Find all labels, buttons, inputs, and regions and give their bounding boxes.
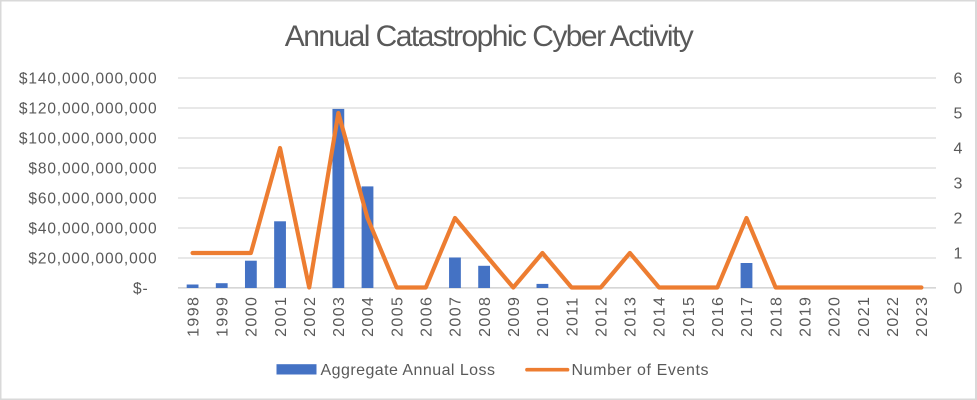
svg-text:2005: 2005 [389, 296, 406, 337]
svg-text:$100,000,000,000: $100,000,000,000 [19, 130, 158, 147]
svg-text:2004: 2004 [360, 296, 377, 337]
svg-text:2013: 2013 [623, 296, 640, 337]
svg-text:4: 4 [954, 141, 963, 158]
svg-text:Aggregate Annual Loss: Aggregate Annual Loss [321, 362, 496, 379]
svg-text:Number of Events: Number of Events [572, 362, 710, 379]
svg-text:2017: 2017 [739, 296, 756, 337]
svg-text:2021: 2021 [856, 296, 873, 337]
svg-text:3: 3 [954, 176, 963, 193]
svg-text:2008: 2008 [477, 296, 494, 337]
svg-text:2000: 2000 [244, 296, 261, 337]
svg-text:$120,000,000,000: $120,000,000,000 [19, 100, 158, 117]
svg-text:$60,000,000,000: $60,000,000,000 [28, 190, 157, 207]
svg-text:$-: $- [133, 280, 148, 297]
svg-text:2023: 2023 [914, 296, 931, 337]
svg-text:Annual Catastrophic Cyber Acti: Annual Catastrophic Cyber Activity [285, 20, 694, 53]
svg-text:2018: 2018 [768, 296, 785, 337]
svg-text:2001: 2001 [273, 296, 290, 337]
svg-text:2002: 2002 [302, 296, 319, 337]
svg-text:$140,000,000,000: $140,000,000,000 [19, 70, 158, 87]
svg-text:2009: 2009 [506, 296, 523, 337]
svg-text:2012: 2012 [593, 296, 610, 337]
svg-text:1999: 1999 [215, 296, 232, 337]
svg-text:2020: 2020 [827, 296, 844, 337]
svg-text:2014: 2014 [652, 296, 669, 337]
svg-text:6: 6 [954, 71, 963, 88]
svg-text:5: 5 [954, 106, 963, 123]
svg-text:1: 1 [954, 246, 963, 263]
svg-text:2019: 2019 [798, 296, 815, 337]
svg-text:2007: 2007 [448, 296, 465, 337]
svg-text:1998: 1998 [185, 296, 202, 337]
svg-text:2003: 2003 [331, 296, 348, 337]
svg-text:2011: 2011 [564, 296, 581, 336]
svg-text:2016: 2016 [710, 296, 727, 337]
svg-text:2: 2 [954, 211, 963, 228]
svg-text:$80,000,000,000: $80,000,000,000 [28, 160, 157, 177]
svg-text:$20,000,000,000: $20,000,000,000 [28, 250, 157, 267]
svg-text:2010: 2010 [535, 296, 552, 337]
svg-text:$40,000,000,000: $40,000,000,000 [28, 220, 157, 237]
svg-text:2006: 2006 [419, 296, 436, 337]
svg-text:0: 0 [954, 281, 963, 298]
svg-text:2015: 2015 [681, 296, 698, 337]
svg-text:2022: 2022 [885, 296, 902, 337]
